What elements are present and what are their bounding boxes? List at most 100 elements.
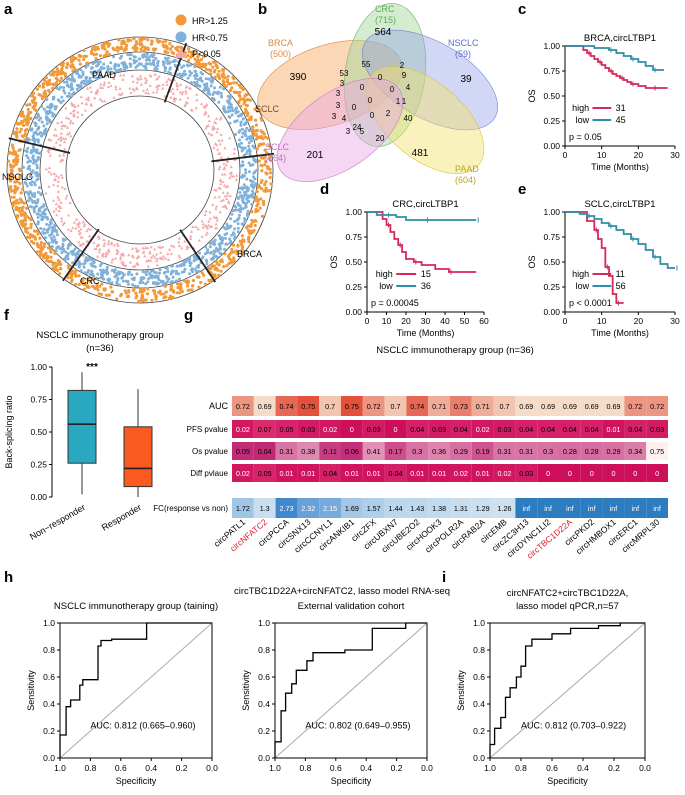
km-y-label: OS xyxy=(527,255,537,268)
roc-y-tick-label: 0.8 xyxy=(258,645,270,655)
hr-high-point xyxy=(100,282,104,286)
hr-low-point xyxy=(188,264,192,268)
p-value-point xyxy=(141,246,145,250)
heatmap-cell-value: 0.75 xyxy=(345,402,359,411)
p-value-point xyxy=(59,131,63,135)
heatmap-cell-value: 0.05 xyxy=(258,469,272,478)
hr-low-point xyxy=(51,97,55,101)
roc-x-tick-label: 0.0 xyxy=(639,763,651,773)
roc-y-tick-label: 0.2 xyxy=(43,726,55,736)
km-x-label: Time (Months) xyxy=(591,162,649,172)
heatmap-cell-value: 0.04 xyxy=(519,425,533,434)
hr-high-point xyxy=(253,129,257,133)
hr-high-point xyxy=(23,118,27,122)
venn-count: 39 xyxy=(460,74,472,85)
hr-low-point xyxy=(211,93,215,97)
hr-low-point xyxy=(158,271,161,275)
hr-high-point xyxy=(14,150,18,154)
p-value-point xyxy=(107,239,111,243)
hr-low-point xyxy=(36,212,40,216)
hr-high-point xyxy=(77,282,81,287)
hr-high-point xyxy=(240,251,244,255)
hr-high-point xyxy=(9,195,13,199)
hr-low-point xyxy=(45,122,49,126)
heatmap-cell-value: 0.04 xyxy=(454,425,468,434)
hr-high-point xyxy=(11,174,15,178)
hr-high-point xyxy=(20,209,24,213)
hr-high-point xyxy=(102,54,106,58)
p-value-point xyxy=(137,77,141,81)
hr-low-point xyxy=(82,262,85,266)
hr-low-point xyxy=(240,112,244,116)
hr-low-point xyxy=(218,85,222,89)
hr-low-point xyxy=(77,83,81,87)
hr-low-point xyxy=(224,236,227,240)
heatmap-cell-value: 0.04 xyxy=(410,425,424,434)
hr-low-point xyxy=(117,69,121,73)
hr-low-point xyxy=(33,183,37,187)
hr-high-point xyxy=(156,40,161,44)
hr-low-point xyxy=(216,90,220,94)
hr-high-point xyxy=(53,251,57,255)
p-value-point xyxy=(88,85,92,89)
p-value-point xyxy=(222,162,226,165)
hr-low-point xyxy=(246,195,250,199)
p-value-point xyxy=(119,73,123,77)
hr-low-point xyxy=(239,123,243,127)
p-value-point xyxy=(215,204,219,208)
hr-high-point xyxy=(10,143,15,147)
hr-high-point xyxy=(268,175,272,180)
heatmap-cell-value: 0.38 xyxy=(301,447,315,456)
p-value-point xyxy=(220,172,225,176)
hr-high-point xyxy=(221,72,225,76)
hr-low-point xyxy=(188,73,192,77)
p-value-point xyxy=(155,252,159,256)
hr-low-point xyxy=(100,66,104,70)
hr-low-point xyxy=(88,257,92,261)
hr-low-point xyxy=(226,224,229,228)
hr-high-point xyxy=(254,137,259,141)
hr-high-point xyxy=(77,274,81,278)
hr-high-point xyxy=(263,148,267,152)
p-value-point xyxy=(135,80,139,84)
hr-high-point xyxy=(266,166,270,171)
hr-low-point xyxy=(98,75,102,79)
km-x-tick-label: 10 xyxy=(382,316,392,326)
hr-low-point xyxy=(123,62,127,66)
hr-high-point xyxy=(102,42,106,47)
p-value-point xyxy=(74,226,78,230)
p-value-point xyxy=(51,199,56,202)
box-significance: *** xyxy=(86,362,98,373)
hr-high-point xyxy=(246,237,251,241)
hr-high-point xyxy=(65,62,69,66)
p-value-point xyxy=(47,170,51,174)
km-title: SCLC,circLTBP1 xyxy=(584,199,655,210)
hr-low-point xyxy=(134,65,138,69)
hr-high-point xyxy=(21,212,25,217)
hr-low-point xyxy=(40,134,43,138)
hr-low-point xyxy=(167,60,171,64)
hr-high-point xyxy=(134,291,138,295)
hr-low-point xyxy=(45,222,49,226)
hr-low-point xyxy=(228,226,231,230)
p-value-point xyxy=(177,244,182,248)
hr-low-point xyxy=(209,257,213,261)
hr-low-point xyxy=(26,167,30,170)
hr-high-point xyxy=(38,250,42,254)
hr-low-point xyxy=(145,62,149,66)
km-y-tick-label: 0.25 xyxy=(543,116,560,126)
hr-high-point xyxy=(126,39,130,43)
hr-high-point xyxy=(123,289,127,293)
hr-high-point xyxy=(99,292,104,296)
hr-low-point xyxy=(45,207,49,211)
hr-high-point xyxy=(39,241,44,245)
km-curve-low xyxy=(565,45,664,71)
hr-low-point xyxy=(126,282,130,286)
hr-low-point xyxy=(55,233,59,237)
venn-count: 0 xyxy=(360,83,365,92)
hr-high-point xyxy=(254,195,258,199)
hr-high-point xyxy=(19,219,23,223)
hr-high-point xyxy=(224,84,228,89)
panel-letter-d: d xyxy=(320,181,329,198)
